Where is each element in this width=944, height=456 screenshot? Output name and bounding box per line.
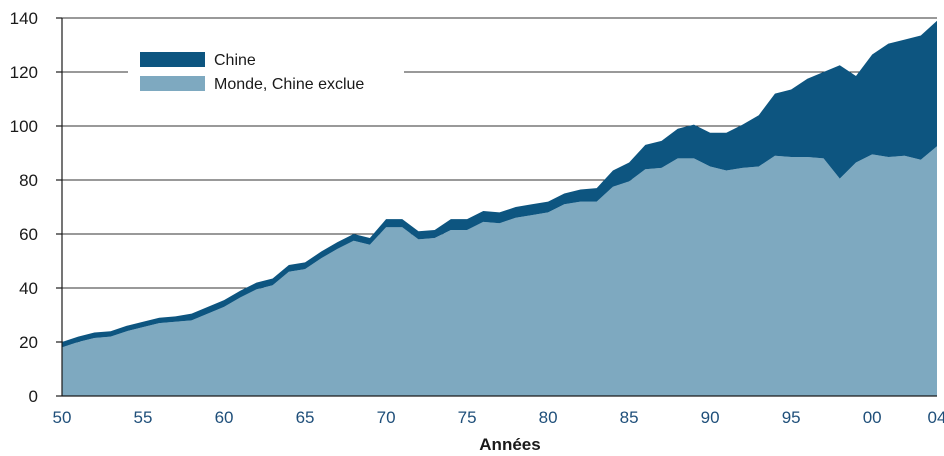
x-tick-label: 65 — [296, 408, 315, 427]
y-tick-label: 100 — [10, 117, 38, 136]
area-series — [62, 20, 937, 396]
x-tick-label: 70 — [377, 408, 396, 427]
y-tick-label: 60 — [19, 225, 38, 244]
x-tick-label: 90 — [701, 408, 720, 427]
y-tick-label: 80 — [19, 171, 38, 190]
y-axis-ticks: 0 20 40 60 80 100 120 140 — [10, 9, 62, 406]
y-tick-label: 20 — [19, 333, 38, 352]
legend-label: Chine — [214, 52, 256, 69]
legend: Chine Monde, Chine exclue — [128, 41, 404, 101]
y-tick-label: 0 — [29, 387, 38, 406]
x-tick-label: 50 — [53, 408, 72, 427]
x-tick-label: 75 — [458, 408, 477, 427]
x-tick-label: 60 — [215, 408, 234, 427]
y-tick-label: 140 — [10, 9, 38, 28]
x-tick-label: 55 — [134, 408, 153, 427]
x-tick-label: 95 — [782, 408, 801, 427]
legend-label: Monde, Chine exclue — [214, 76, 364, 93]
x-axis-ticks: 50 55 60 65 70 75 80 85 90 95 00 04 — [53, 408, 944, 427]
legend-swatch — [140, 52, 205, 67]
area-monde-chine-exclue — [62, 146, 937, 396]
x-tick-label: 04 — [928, 408, 944, 427]
axes — [61, 18, 937, 397]
y-tick-label: 40 — [19, 279, 38, 298]
x-axis-label: Années — [479, 435, 540, 454]
x-tick-label: 85 — [620, 408, 639, 427]
y-tick-label: 120 — [10, 63, 38, 82]
x-tick-label: 00 — [863, 408, 882, 427]
legend-swatch — [140, 76, 205, 91]
x-tick-label: 80 — [539, 408, 558, 427]
